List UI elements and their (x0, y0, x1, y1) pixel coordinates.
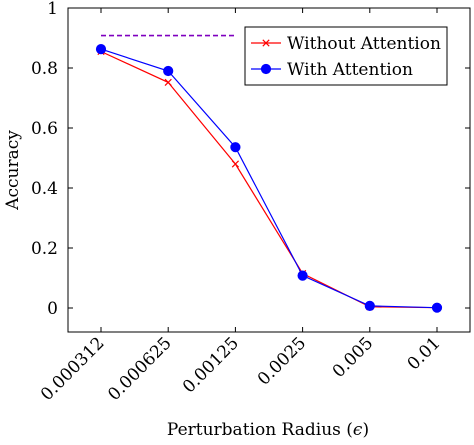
x-tick-label: 0.000312 (37, 333, 109, 405)
x-tick-label: 0.00125 (179, 333, 243, 397)
data-point-with-attention (163, 65, 174, 77)
legend: Without Attention With Attention (244, 26, 448, 86)
data-point-with-attention (95, 44, 107, 55)
x-axis-title: Perturbation Radius (ϵ) (167, 420, 369, 440)
x-axis-title-symbol: ϵ (353, 420, 363, 440)
y-tick-label: 0.6 (31, 119, 58, 139)
y-tick-label: 0.4 (31, 179, 58, 199)
series-line-with-attention (100, 48, 438, 309)
y-tick-label: 0 (47, 299, 58, 319)
data-point-without-attention (231, 160, 240, 168)
data-point-with-attention (364, 300, 375, 311)
plot-area (67, 7, 471, 333)
x-axis-title-text: Perturbation Radius ( (167, 420, 353, 440)
data-point-without-attention-stroke-b (231, 160, 240, 168)
x-tick-label: 0.005 (329, 333, 378, 382)
legend-label-without-attention: Without Attention (287, 34, 441, 54)
x-axis-title-close: ) (362, 420, 369, 440)
y-tick-label: 0.8 (31, 59, 58, 79)
y-tick-label: 0.2 (31, 239, 58, 259)
data-series (95, 34, 443, 313)
x-tick-label: 0.0025 (254, 333, 310, 389)
x-tick-label: 0.000625 (104, 333, 176, 405)
data-point-with-attention (431, 302, 443, 313)
plot-frame (67, 7, 471, 333)
y-axis-title: Accuracy (3, 130, 23, 211)
data-point-with-attention (230, 142, 241, 153)
legend-marker-with-attention (260, 63, 272, 75)
series-line-without-attention (100, 50, 438, 309)
legend-marker-without-attention-stroke-b (262, 39, 270, 47)
data-point-with-attention (297, 270, 308, 281)
data-point-without-attention-stroke-b (164, 78, 172, 87)
y-tick-label: 1 (47, 0, 58, 19)
legend-label-with-attention: With Attention (287, 60, 413, 80)
x-tick-label: 0.01 (404, 333, 445, 374)
data-point-without-attention (164, 78, 172, 87)
legend-marker-without-attention (262, 39, 270, 47)
legend-box (244, 26, 448, 86)
